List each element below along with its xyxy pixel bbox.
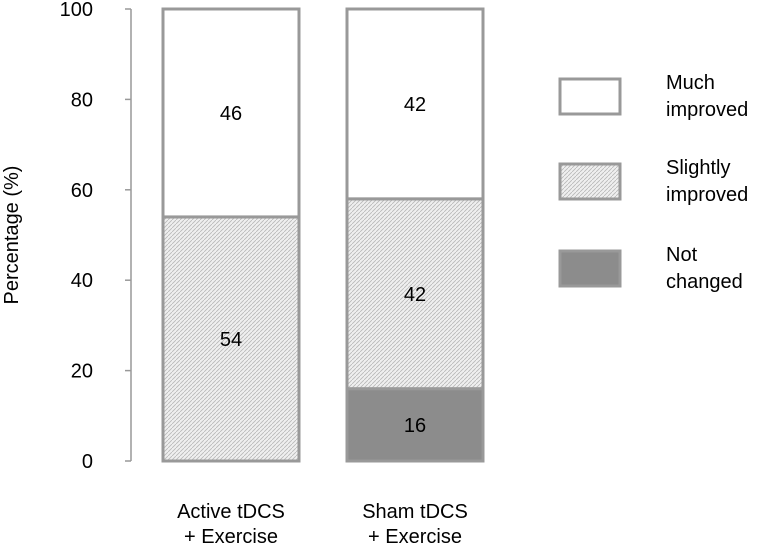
data-label: 16	[404, 415, 426, 437]
category-labels: Active tDCS + Exercise Sham tDCS + Exercise	[177, 501, 468, 548]
y-tick-label: 60	[71, 180, 93, 202]
data-label: 54	[220, 329, 242, 351]
legend: Much improved Slightly improved Not changed	[558, 72, 748, 293]
x-category-label: Active tDCS + Exercise	[177, 501, 285, 548]
bar-segment-much_improved	[345, 7, 485, 201]
data-label: 46	[220, 103, 242, 125]
legend-swatch-not_changed	[558, 249, 622, 288]
y-axis-title: Percentage (%)	[1, 166, 23, 305]
bar-segment-slightly_improved	[345, 197, 485, 391]
y-tick-label: 20	[71, 361, 93, 383]
x-category-label: Sham tDCS + Exercise	[362, 501, 468, 548]
y-tick-label: 40	[71, 270, 93, 292]
data-label: 42	[404, 284, 426, 306]
legend-label-not_changed: Not changed	[666, 244, 743, 293]
legend-swatch-slightly_improved	[558, 162, 622, 201]
y-tick-label: 100	[60, 0, 93, 21]
y-tick-label: 80	[71, 89, 93, 111]
bars: 54 46 16 42 42	[161, 7, 485, 463]
bar-segment-slightly_improved	[161, 215, 301, 463]
bar-segment-not_changed	[345, 387, 485, 463]
legend-label-much_improved: Much improved	[666, 72, 748, 121]
bar-segment-much_improved	[161, 7, 301, 219]
data-label: 42	[404, 94, 426, 116]
y-tick-label: 0	[82, 451, 93, 473]
legend-swatch-much_improved	[558, 77, 622, 116]
y-axis: 0 20 40 60 80 100	[60, 0, 132, 473]
legend-label-slightly_improved: Slightly improved	[666, 157, 748, 206]
